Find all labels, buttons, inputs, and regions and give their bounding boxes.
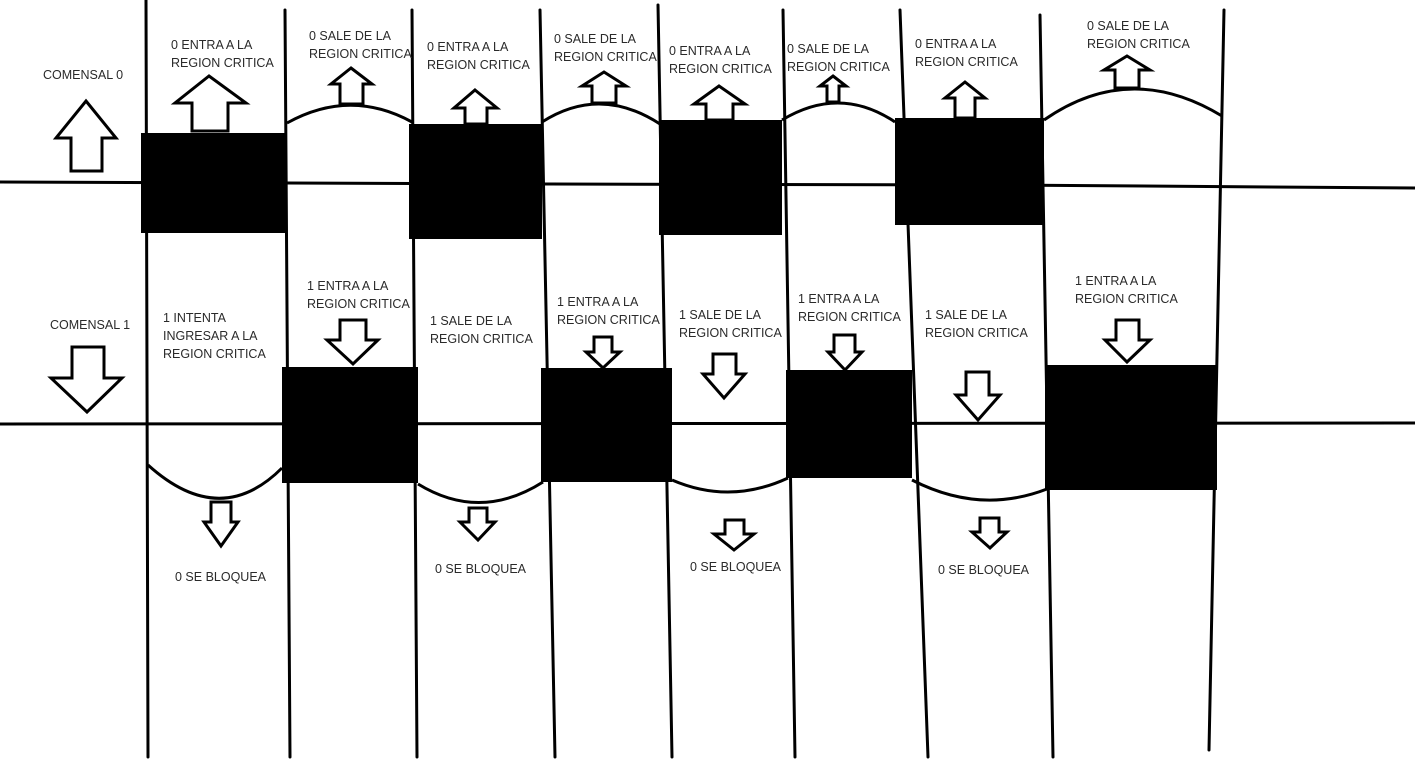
down-arrow-icon: [699, 352, 749, 401]
comensal-0-label: COMENSAL 0: [43, 68, 124, 82]
arc: [671, 476, 789, 494]
down-arrow-icon: [323, 318, 382, 367]
top-entra-label: 0 ENTRA A LA REGION CRITICA: [171, 38, 274, 70]
bottom-bloquea-label: 0 SE BLOQUEA: [175, 570, 267, 584]
up-arrow-icon: [689, 84, 750, 122]
down-arrow-icon: [47, 345, 126, 415]
top-arcs: [286, 87, 1223, 126]
middle-intenta-label: 1 INTENTA INGRESAR A LA REGION CRITICA: [163, 311, 266, 361]
arc: [781, 101, 896, 124]
separator-line: [144, 0, 150, 759]
critical-block: [409, 124, 542, 239]
arrows: [47, 54, 1156, 552]
top-entra-label: 0 ENTRA A LA REGION CRITICA: [427, 40, 530, 72]
arc: [1043, 87, 1223, 122]
blocks-comensal-1: [282, 365, 1217, 490]
middle-sale-label: 1 SALE DE LA REGION CRITICA: [925, 308, 1028, 340]
arc: [417, 480, 544, 504]
critical-block: [786, 370, 912, 478]
bottom-bloquea-label: 0 SE BLOQUEA: [938, 563, 1030, 577]
up-arrow-icon: [940, 80, 990, 120]
top-sale-label: 0 SALE DE LA REGION CRITICA: [1087, 19, 1190, 51]
critical-block: [282, 367, 418, 483]
critical-block: [1045, 365, 1217, 490]
middle-sale-label: 1 SALE DE LA REGION CRITICA: [679, 308, 782, 340]
top-sale-label: 0 SALE DE LA REGION CRITICA: [554, 32, 657, 64]
critical-block: [895, 118, 1044, 225]
down-arrow-icon: [824, 333, 866, 373]
down-arrow-icon: [968, 516, 1011, 551]
up-arrow-icon: [52, 98, 120, 173]
arc: [146, 463, 284, 500]
middle-sale-label: 1 SALE DE LA REGION CRITICA: [430, 314, 533, 346]
up-arrow-icon: [576, 70, 632, 105]
top-entra-label: 0 ENTRA A LA REGION CRITICA: [915, 37, 1018, 69]
critical-block: [541, 368, 672, 482]
up-arrow-icon: [326, 66, 377, 106]
middle-entra-label: 1 ENTRA A LA REGION CRITICA: [1075, 274, 1178, 306]
top-entra-label: 0 ENTRA A LA REGION CRITICA: [669, 44, 772, 76]
middle-entra-label: 1 ENTRA A LA REGION CRITICA: [307, 279, 410, 311]
top-sale-label: 0 SALE DE LA REGION CRITICA: [787, 42, 890, 74]
down-arrow-icon: [582, 335, 624, 371]
comensal-1-label: COMENSAL 1: [50, 318, 131, 332]
up-arrow-icon: [170, 74, 251, 133]
arc: [541, 102, 661, 126]
down-arrow-icon: [456, 506, 499, 543]
blocks-comensal-0: [141, 118, 1044, 239]
up-arrow-icon: [449, 88, 502, 126]
bottom-bloquea-label: 0 SE BLOQUEA: [690, 560, 782, 574]
down-arrow-icon: [201, 500, 241, 549]
bottom-arcs: [146, 463, 1048, 504]
down-arrow-icon: [709, 518, 759, 552]
top-sale-label: 0 SALE DE LA REGION CRITICA: [309, 29, 412, 61]
up-arrow-icon: [1098, 54, 1156, 90]
middle-entra-label: 1 ENTRA A LA REGION CRITICA: [557, 295, 660, 327]
arc: [911, 478, 1048, 502]
middle-entra-label: 1 ENTRA A LA REGION CRITICA: [798, 292, 901, 324]
arc: [286, 103, 413, 125]
critical-block: [141, 133, 287, 233]
bottom-bloquea-label: 0 SE BLOQUEA: [435, 562, 527, 576]
down-arrow-icon: [952, 370, 1004, 423]
up-arrow-icon: [815, 74, 851, 104]
critical-block: [659, 120, 782, 235]
down-arrow-icon: [1101, 318, 1154, 365]
